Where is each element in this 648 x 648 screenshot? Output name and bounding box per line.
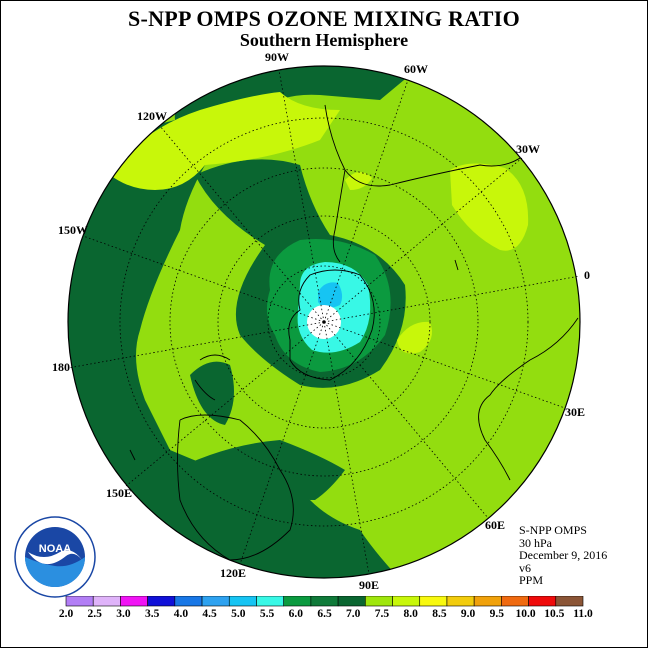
colorbar-tick-label: 4.5 [202, 608, 217, 620]
coast-south-america [324, 104, 531, 263]
field-dark-inner [190, 361, 234, 425]
coast-nz [194, 354, 231, 401]
colorbar-swatch [337, 596, 366, 607]
lon-label-120e: 120E [220, 566, 247, 580]
meridian-0 [323, 275, 581, 323]
noaa-logo-text: NOAA [39, 543, 71, 555]
colorbar-tick-label: 10.5 [544, 608, 565, 620]
colorbar-tick-label: 3.0 [116, 608, 131, 620]
colorbar-swatch [446, 596, 475, 607]
lon-label-180: 180 [52, 360, 70, 374]
field-5-5-6 [297, 262, 371, 353]
coast-antarctica [288, 269, 375, 381]
colorbar-tick-label: 5.5 [259, 608, 275, 620]
colorbar-swatch [120, 596, 148, 607]
field-dark-bottom-left [165, 440, 345, 500]
colorbar-swatch [92, 596, 121, 607]
lon-label-30w: 30W [516, 142, 540, 156]
graticule [67, 69, 581, 575]
meridian-60e [323, 321, 489, 519]
lon-label-60e: 60E [485, 518, 506, 532]
coast-africa [478, 317, 579, 481]
colorbar-swatch [473, 596, 502, 607]
colorbar-swatch [283, 596, 312, 607]
lat-circle-45 [217, 215, 431, 429]
lat-circle-60 [267, 265, 381, 379]
info-version: v6 [519, 560, 531, 575]
colorbar-tick-label: 8.0 [403, 608, 418, 620]
colorbar-swatch [392, 596, 421, 607]
info-instrument: S-NPP OMPS [519, 523, 587, 537]
info-units: PPM [519, 573, 544, 587]
lon-label-150e: 150E [106, 486, 133, 500]
pole-dot [322, 320, 326, 324]
colorbar-swatch [256, 596, 284, 607]
colorbar-swatch [419, 596, 448, 607]
colorbar-swatch [501, 596, 529, 607]
lon-label-120w: 120W [137, 109, 167, 123]
field-dark-west [68, 70, 420, 578]
colorbar-swatch [174, 596, 203, 607]
meridian-90w [278, 69, 325, 323]
noaa-logo: NOAA [14, 516, 96, 598]
field-5-5-5 [318, 282, 343, 308]
field-light-small [345, 171, 372, 190]
coast-australia [177, 414, 294, 561]
field-light-topleft [110, 92, 340, 190]
lon-label-90w: 90W [265, 50, 289, 64]
colorbar-tick-label: 10.0 [515, 608, 536, 620]
info-level: 30 hPa [519, 535, 552, 550]
colorbar-tick-label: 6.0 [288, 608, 303, 620]
meridian-150w [82, 235, 325, 323]
colorbar-tick-label: 2.5 [87, 608, 102, 620]
colorbar-tick-label: 2.0 [58, 608, 74, 620]
colorbar-swatch [310, 596, 339, 607]
colorbar-swatch [555, 596, 584, 607]
colorbar-swatch [365, 596, 393, 607]
colorbar-tick-label: 7.5 [374, 608, 390, 620]
coastlines [129, 104, 579, 578]
lat-circle-15 [119, 117, 529, 527]
colorbar [65, 596, 584, 607]
lon-label-30e: 30E [565, 405, 586, 419]
info-date: December 9, 2016 [519, 548, 608, 562]
map-subtitle: Southern Hemisphere [239, 30, 409, 50]
colorbar-tick-label: 5.0 [231, 608, 246, 620]
colorbar-swatch [147, 596, 176, 607]
colorbar-swatch [65, 596, 94, 607]
meridian-30e [323, 321, 566, 409]
colorbar-tick-label: 8.5 [432, 608, 447, 620]
meridian-120w [159, 125, 325, 323]
colorbar-tick-label: 4.0 [173, 608, 189, 620]
map-title: S-NPP OMPS OZONE MIXING RATIO [127, 6, 521, 31]
meridian-30w [323, 157, 523, 323]
colorbar-tick-label: 7.0 [346, 608, 361, 620]
colorbar-tick-label: 3.5 [144, 608, 160, 620]
colorbar-tick-label: 6.5 [317, 608, 332, 620]
info-block: S-NPP OMPS 30 hPa December 9, 2016 v6 PP… [519, 524, 607, 587]
meridian-150e [125, 321, 325, 487]
colorbar-swatch [228, 596, 257, 607]
lon-label-150w: 150W [58, 223, 88, 237]
lon-label-60w: 60W [404, 62, 428, 76]
lon-label-90e: 90E [359, 578, 380, 592]
map-outline [67, 65, 581, 579]
meridian-60w [323, 79, 409, 323]
colorbar-tick-label: 11.0 [573, 608, 593, 620]
colorbar-tick-label: 9.0 [460, 608, 476, 620]
lat-circle-30 [169, 167, 479, 477]
meridian-120e [239, 321, 325, 565]
colorbar-swatch [201, 596, 230, 607]
field-light-center-blob [397, 321, 433, 354]
colorbar-swatch [528, 596, 557, 607]
lon-label-0: 0 [584, 268, 590, 282]
field-light-right [450, 163, 529, 251]
meridian-90e [323, 321, 370, 575]
meridian-180 [67, 321, 325, 369]
colorbar-tick-label: 9.5 [489, 608, 505, 620]
